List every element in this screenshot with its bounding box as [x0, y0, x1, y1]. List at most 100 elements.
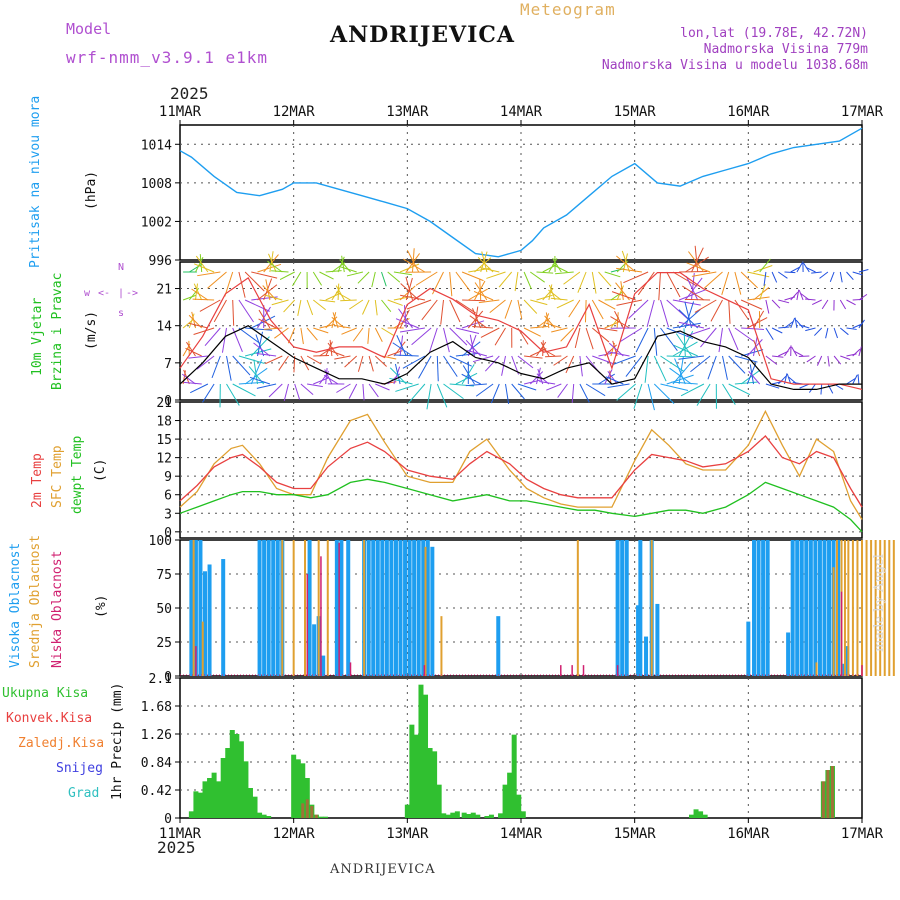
xtick-bottom-label: 16MAR [727, 826, 770, 842]
wind-arrow [625, 355, 643, 377]
wind-arrow [846, 271, 854, 280]
wind-arrow [462, 365, 475, 385]
wind-arrow [455, 327, 480, 334]
wind-arrow [734, 327, 755, 342]
cloud-bar-high [752, 540, 757, 676]
cloud-bar-high [403, 540, 408, 676]
wind-arrow [616, 312, 619, 329]
wind-arrow [412, 248, 415, 273]
wind-arrow [585, 383, 606, 397]
wind-arrow [472, 325, 494, 329]
wind-arrow [616, 383, 637, 401]
wind-arrow [185, 347, 202, 357]
wind-arrow [598, 327, 618, 332]
wind-arrow [264, 294, 283, 301]
wind-arrow [825, 327, 829, 339]
wind-arrow [255, 334, 265, 357]
wind-arrow [565, 355, 575, 374]
wind-arrow [319, 271, 334, 280]
wind-arrow [811, 299, 822, 306]
wind-arrow [489, 299, 506, 313]
precip-total-bar [247, 788, 253, 818]
wind-arrow [313, 377, 329, 385]
wind-arrow [545, 355, 562, 358]
ytick-label: 7 [164, 357, 172, 372]
wind-arrow [249, 376, 271, 385]
wind-arrow [393, 341, 406, 357]
wind-arrow [740, 271, 758, 289]
wind-arrow [195, 257, 204, 273]
precip-total-bar [466, 814, 472, 818]
model-name: wrf-nmm_v3.9.1 e1km [66, 48, 269, 67]
wind-arrow [368, 355, 374, 372]
cloud-unit: (%) [94, 594, 109, 618]
wind-arrow [612, 355, 636, 366]
precip-total-bar [475, 814, 481, 818]
cloud-bar-mid [847, 540, 850, 676]
ytick-label: 21 [156, 396, 172, 411]
cloud-bar-mid [843, 540, 846, 676]
wind-arrow [181, 373, 196, 385]
wind-arrow [226, 355, 232, 381]
wind-arrow [611, 291, 636, 301]
precip-freezing-label: Zaledj.Kisa [18, 736, 105, 751]
wind-arrow [399, 309, 410, 329]
wind-arrow [635, 327, 649, 353]
wind-arrow [505, 383, 510, 404]
wind-arrow [183, 381, 202, 385]
wind-arrow [694, 299, 717, 313]
precip-total-bar [498, 813, 504, 818]
precip-total-label: Ukupna Kisa [2, 686, 89, 701]
cloud-bar-high [407, 540, 412, 676]
wind-arrow [478, 299, 500, 304]
precip-total-bar [427, 748, 433, 818]
wind-arrow [396, 335, 407, 357]
wind-arrow [257, 284, 278, 301]
precip-total-bar [516, 794, 522, 818]
wind-arrow [542, 340, 544, 357]
watermark: made by Angel [872, 554, 887, 652]
wind-arrow [188, 355, 208, 359]
wind-arrow [188, 313, 195, 329]
model-elevation-label: Nadmorska Visina u modelu 1038.68m [601, 58, 868, 73]
pressure-unit: (hPa) [84, 170, 99, 210]
wind-arrow [678, 309, 699, 329]
wind-arrow [678, 321, 705, 329]
cloud-bar-high [257, 540, 262, 676]
wind-arrow [475, 383, 494, 397]
wind-arrow [256, 353, 277, 357]
wind-arrow [546, 383, 562, 391]
cloud-bar-mid [292, 540, 295, 676]
cloud-bar-high [615, 540, 620, 676]
wind-arrow [266, 260, 283, 273]
ytick-label: 996 [149, 254, 172, 269]
cloud-high-label: Visoka Oblacnost [8, 542, 23, 668]
cloud-bar-high [840, 663, 845, 676]
wind-arrow [251, 271, 278, 279]
wind-arrow [436, 383, 448, 408]
ytick-label: 2.1 [149, 672, 172, 687]
wind-arrow [740, 299, 763, 310]
wind-arrow [545, 312, 550, 329]
wind-arrow [658, 271, 661, 301]
wind-arrow [694, 245, 699, 273]
wind-arrow [455, 299, 476, 314]
precip-total-bar [197, 792, 203, 818]
wind-arrow [816, 355, 823, 366]
wind-arrow [672, 299, 701, 306]
cloud-bar-mid [879, 540, 882, 676]
ytick-label: 0 [164, 670, 172, 685]
wind-arrow [244, 271, 265, 292]
wind-arrow [814, 327, 823, 336]
ytick-label: 21 [156, 283, 172, 298]
wind-arrow [238, 271, 246, 298]
cloud-bar-high [836, 540, 841, 676]
cloud-bar-high [799, 540, 804, 676]
wind-arrow [579, 383, 590, 403]
wind-arrow [607, 351, 630, 357]
precip-total-bar [404, 804, 410, 818]
xtick-top-label: 12MAR [273, 104, 316, 120]
station-title: ANDRIJEVICA [330, 22, 515, 48]
wind-arrow [605, 376, 624, 385]
wind-arrow [571, 383, 575, 403]
